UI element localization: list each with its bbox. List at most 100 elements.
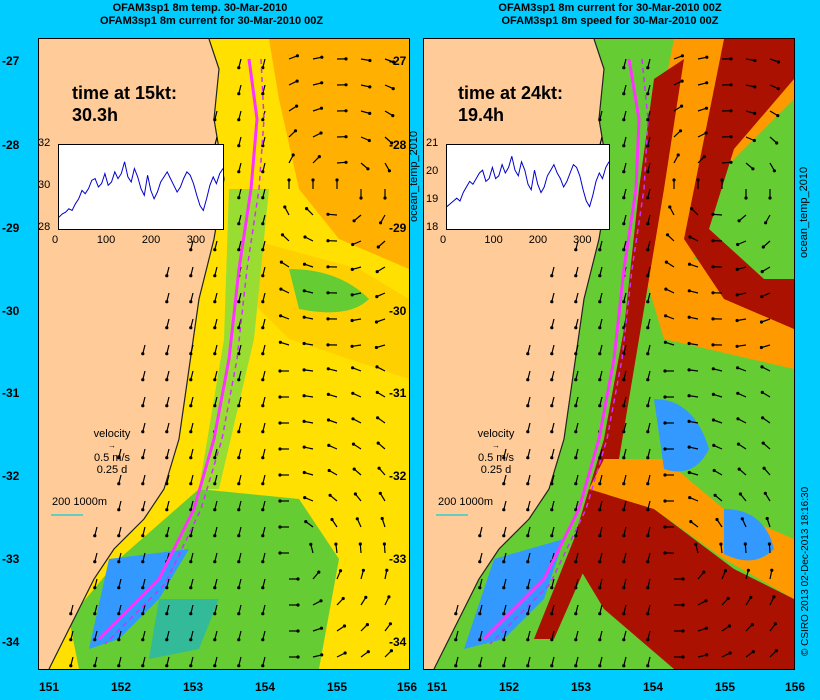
right-vector-head bbox=[663, 499, 667, 503]
right-vector-head bbox=[687, 262, 692, 266]
right-vector-head bbox=[663, 525, 667, 529]
right-vector-head bbox=[761, 245, 765, 249]
left-vector-head bbox=[93, 560, 97, 564]
left-vector-head bbox=[189, 638, 193, 642]
left-vector-head bbox=[261, 222, 265, 226]
left-vector-head bbox=[261, 612, 265, 616]
right-vector-head bbox=[622, 66, 626, 70]
left-vector-head bbox=[141, 508, 145, 512]
right-vector-head bbox=[550, 664, 554, 668]
right-vector-head bbox=[764, 221, 768, 225]
right-vector-head bbox=[598, 638, 602, 642]
right-vector-head bbox=[687, 419, 691, 423]
right-vector-head bbox=[622, 144, 626, 148]
right-vector-head bbox=[678, 129, 683, 133]
left-vector-head bbox=[141, 534, 145, 538]
left-vector-head bbox=[351, 442, 356, 446]
left-vector-head bbox=[213, 638, 217, 642]
right-vector-head bbox=[646, 196, 650, 200]
right-vector-head bbox=[598, 352, 602, 356]
left-vector-head bbox=[189, 612, 193, 616]
right-vector-head bbox=[704, 131, 708, 135]
left-vector-head bbox=[341, 596, 345, 601]
right-vector-head bbox=[668, 205, 672, 209]
right-vector-head bbox=[646, 534, 650, 538]
right-time-info: time at 24kt: 19.4h bbox=[458, 82, 563, 126]
right-inset-y-tick: 21 bbox=[426, 137, 439, 149]
left-vector-head bbox=[391, 60, 396, 64]
right-vector-head bbox=[680, 104, 684, 108]
right-vector-head bbox=[687, 315, 691, 319]
left-y-tick: -32 bbox=[2, 469, 20, 483]
right-vector-head bbox=[772, 595, 776, 599]
left-vector-head bbox=[317, 570, 321, 574]
left-inset-y-tick: 32 bbox=[38, 137, 51, 149]
right-vector-head bbox=[502, 456, 506, 460]
left-vector-head bbox=[261, 170, 265, 174]
left-vector-head bbox=[280, 233, 285, 237]
right-vector-head bbox=[663, 551, 667, 555]
left-vector-head bbox=[375, 295, 379, 299]
left-vector-head bbox=[295, 79, 299, 83]
right-vector-head bbox=[574, 482, 578, 486]
right-vector-head bbox=[646, 638, 650, 642]
right-vector-head bbox=[622, 638, 626, 642]
left-vector-head bbox=[367, 138, 371, 143]
left-vector-head bbox=[327, 443, 331, 447]
left-vector-head bbox=[93, 586, 97, 590]
left-coastline bbox=[48, 39, 225, 669]
right-vector-head bbox=[622, 430, 626, 434]
left-y-tick: -31 bbox=[2, 386, 20, 400]
left-warm-eddy-north bbox=[269, 39, 409, 269]
left-vector-head bbox=[165, 378, 169, 382]
right-legend-line1: velocity bbox=[477, 428, 515, 440]
right-vector-head bbox=[598, 118, 602, 122]
left-vector-head bbox=[344, 57, 348, 61]
left-vector-head bbox=[296, 655, 300, 659]
left-vector-head bbox=[237, 534, 241, 538]
left-inset-x-tick: 200 bbox=[141, 234, 161, 246]
left-vector-head bbox=[141, 586, 145, 590]
left-vector-head bbox=[237, 404, 241, 408]
right-vector-head bbox=[776, 60, 781, 64]
left-vector-head bbox=[302, 445, 306, 449]
right-vector-head bbox=[713, 493, 717, 497]
right-vector-head bbox=[729, 83, 733, 87]
left-vector-head bbox=[237, 222, 241, 226]
right-vector-head bbox=[574, 352, 578, 356]
right-vector-head bbox=[735, 318, 739, 323]
left-vector-head bbox=[327, 468, 331, 473]
left-vector-head bbox=[237, 482, 241, 486]
right-vector-head bbox=[502, 560, 506, 564]
right-vector-head bbox=[680, 54, 684, 58]
right-vector-head bbox=[767, 542, 771, 546]
right-time-label: time at 24kt: bbox=[458, 83, 564, 103]
right-vector-head bbox=[550, 586, 554, 590]
right-vector-head bbox=[776, 87, 780, 91]
right-vector-head bbox=[729, 135, 733, 139]
right-vector-head bbox=[736, 417, 740, 421]
left-vector-head bbox=[261, 638, 265, 642]
right-vector-head bbox=[663, 447, 667, 451]
right-vector-head bbox=[622, 534, 626, 538]
left-vector-head bbox=[278, 421, 282, 425]
right-vector-head bbox=[711, 343, 715, 347]
right-vector-head bbox=[688, 496, 692, 500]
right-vector-head bbox=[598, 612, 602, 616]
left-vector-head bbox=[302, 289, 306, 293]
right-inset-y-tick: 20 bbox=[426, 165, 439, 177]
left-vector-head bbox=[304, 520, 308, 524]
right-vector-head bbox=[646, 222, 650, 226]
left-vector-head bbox=[213, 534, 217, 538]
right-vector-head bbox=[526, 586, 530, 590]
left-vector-head bbox=[213, 508, 217, 512]
left-y-tick: -28 bbox=[2, 138, 20, 152]
left-vector-head bbox=[368, 85, 372, 89]
left-vector-head bbox=[261, 508, 265, 512]
left-vector-head bbox=[320, 653, 324, 657]
right-y-tick: -30 bbox=[389, 304, 407, 318]
right-fast-jet bbox=[534, 59, 684, 639]
left-vector-head bbox=[261, 118, 265, 122]
left-vector-head bbox=[278, 369, 282, 373]
right-legend-line3: 0.25 d bbox=[480, 464, 512, 476]
